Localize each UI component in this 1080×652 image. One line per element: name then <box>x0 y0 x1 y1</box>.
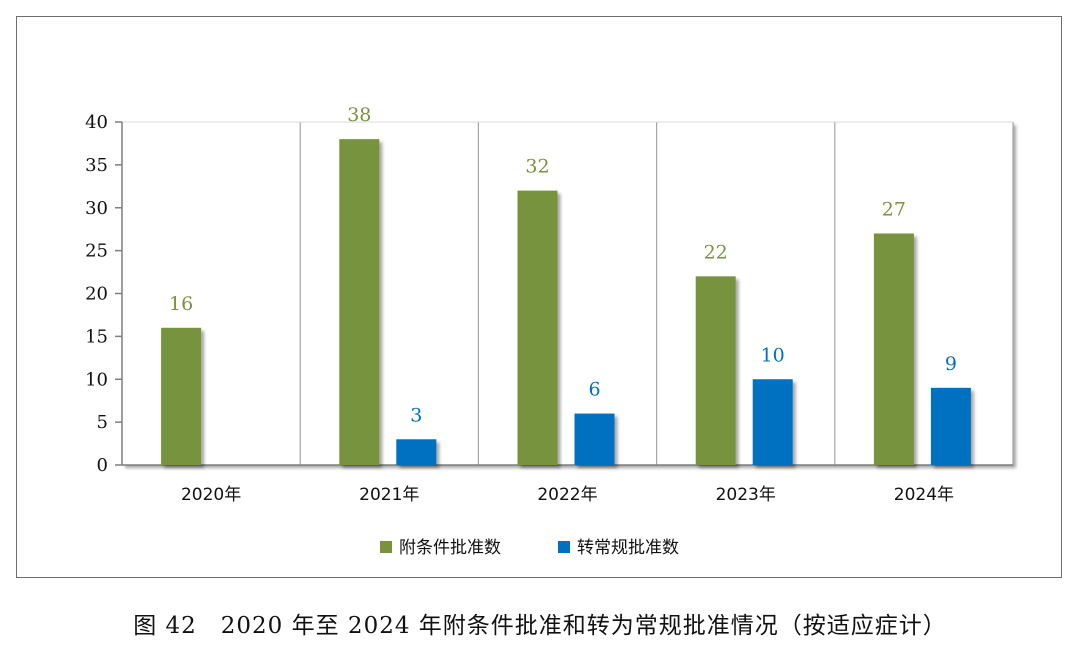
y-tick-label: 35 <box>85 155 108 176</box>
data-label: 16 <box>169 293 193 315</box>
bar-conditional <box>161 327 202 465</box>
x-category-label: 2021年 <box>359 485 419 505</box>
y-tick-label: 20 <box>85 284 108 305</box>
data-label: 9 <box>945 353 957 375</box>
data-label: 6 <box>588 379 600 401</box>
plot-area <box>122 122 1013 465</box>
category-separators <box>122 121 1014 465</box>
bar-conditional <box>873 233 914 465</box>
y-tick-label: 5 <box>97 412 108 433</box>
data-label: 27 <box>882 198 906 220</box>
bar-regular <box>396 439 437 465</box>
y-tick-label: 40 <box>85 112 108 133</box>
data-label: 32 <box>525 156 549 178</box>
y-tick-label: 0 <box>97 455 108 476</box>
bar-regular <box>930 387 971 465</box>
x-category-label: 2020年 <box>181 485 241 505</box>
bar-conditional <box>339 139 380 465</box>
figure-caption: 图 42 2020 年至 2024 年附条件批准和转为常规批准情况（按适应症计） <box>133 613 947 639</box>
y-tick-label: 25 <box>85 241 108 262</box>
data-label: 38 <box>347 104 371 126</box>
y-tick-label: 30 <box>85 198 108 219</box>
data-labels: 16 38 32 22 27 3 6 10 9 <box>169 104 957 426</box>
bar-conditional <box>517 190 558 465</box>
y-axis: 0 5 10 15 20 25 30 35 40 <box>85 112 1013 476</box>
data-label: 3 <box>410 404 422 426</box>
y-tick-label: 10 <box>85 369 108 390</box>
legend-swatch <box>558 541 570 553</box>
x-category-label: 2024年 <box>894 485 954 505</box>
legend-swatch <box>380 541 392 553</box>
x-category-label: 2023年 <box>716 485 776 505</box>
bar-regular <box>574 413 615 465</box>
legend: 附条件批准数 转常规批准数 <box>380 538 679 558</box>
bars <box>161 139 971 465</box>
data-label: 10 <box>761 344 785 366</box>
legend-label: 转常规批准数 <box>577 538 679 558</box>
x-category-label: 2022年 <box>537 485 597 505</box>
data-label: 22 <box>704 241 728 263</box>
bar-conditional <box>695 276 736 465</box>
plot-area-background <box>122 122 1013 465</box>
bar-regular <box>752 379 793 465</box>
y-tick-label: 15 <box>85 326 108 347</box>
legend-label: 附条件批准数 <box>399 538 501 558</box>
x-axis-labels: 2020年 2021年 2022年 2023年 2024年 <box>181 485 954 505</box>
